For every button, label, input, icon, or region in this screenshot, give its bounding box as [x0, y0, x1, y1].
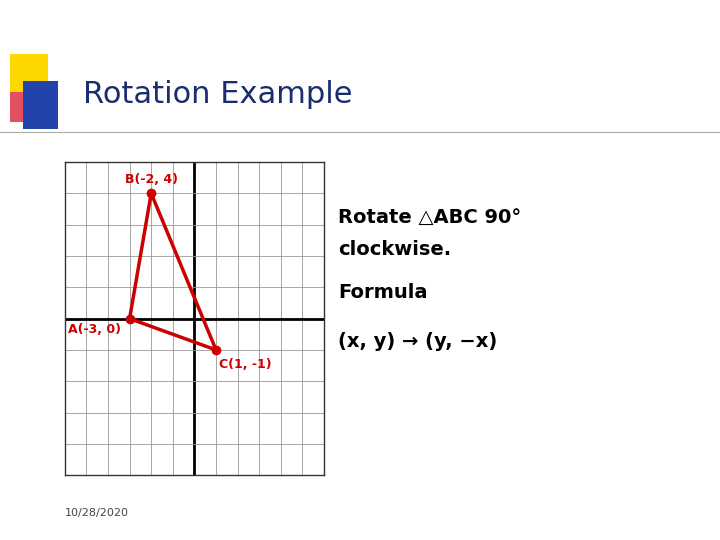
Text: Rotate △ABC 90°: Rotate △ABC 90°	[338, 208, 522, 227]
Bar	[10, 92, 40, 122]
Bar	[10, 54, 48, 94]
Bar	[23, 81, 58, 129]
Text: B(-2, 4): B(-2, 4)	[125, 173, 178, 186]
Text: Rotation Example: Rotation Example	[83, 80, 352, 109]
Text: Formula: Formula	[338, 284, 428, 302]
Text: C(1, -1): C(1, -1)	[219, 357, 272, 370]
Text: (x, y) → (y, −x): (x, y) → (y, −x)	[338, 332, 498, 351]
Text: clockwise.: clockwise.	[338, 240, 451, 259]
Text: A(-3, 0): A(-3, 0)	[68, 323, 121, 336]
Text: 10/28/2020: 10/28/2020	[65, 508, 129, 518]
